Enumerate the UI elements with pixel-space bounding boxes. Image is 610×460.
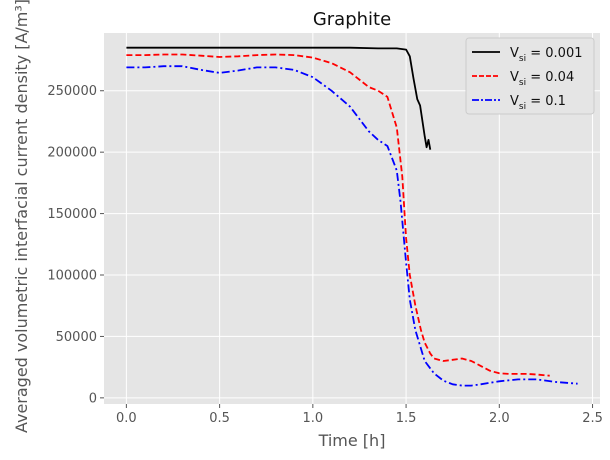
series-line-1 bbox=[126, 46, 432, 150]
legend: Vsi = 0.001 Vsi = 0.04 Vsi = 0.1 bbox=[465, 37, 595, 115]
x-axis-label: Time [h] bbox=[318, 431, 386, 450]
x-tick-label: 1.0 bbox=[302, 411, 323, 426]
y-ticks: 0 50000 100000 150000 200000 250000 bbox=[47, 84, 104, 406]
x-tick-label: 1.5 bbox=[396, 411, 417, 426]
legend-label-1: Vsi = 0.001 bbox=[510, 46, 582, 64]
chart-title: Graphite bbox=[313, 9, 391, 30]
x-tick-label: 0.5 bbox=[209, 411, 230, 426]
legend-label-3: Vsi = 0.1 bbox=[510, 94, 566, 112]
grid bbox=[104, 33, 600, 404]
y-tick-label: 0 bbox=[89, 391, 97, 406]
y-tick-label: 100000 bbox=[47, 269, 97, 284]
x-tick-label: 2.5 bbox=[582, 411, 603, 426]
x-tick-label: 0.0 bbox=[116, 411, 137, 426]
legend-box bbox=[465, 37, 595, 115]
y-tick-label: 150000 bbox=[47, 207, 97, 222]
x-tick-label: 2.0 bbox=[489, 411, 510, 426]
series-group bbox=[126, 46, 578, 387]
legend-label-2: Vsi = 0.04 bbox=[510, 70, 574, 88]
y-axis-label: Averaged volumetric interfacial current … bbox=[12, 0, 31, 433]
y-tick-label: 200000 bbox=[47, 146, 97, 161]
series-line-2 bbox=[126, 53, 550, 377]
series-line-3 bbox=[126, 65, 578, 387]
y-tick-label: 50000 bbox=[56, 330, 97, 345]
y-tick-label: 250000 bbox=[47, 84, 97, 99]
x-ticks: 0.0 0.5 1.0 1.5 2.0 2.5 bbox=[116, 404, 603, 426]
